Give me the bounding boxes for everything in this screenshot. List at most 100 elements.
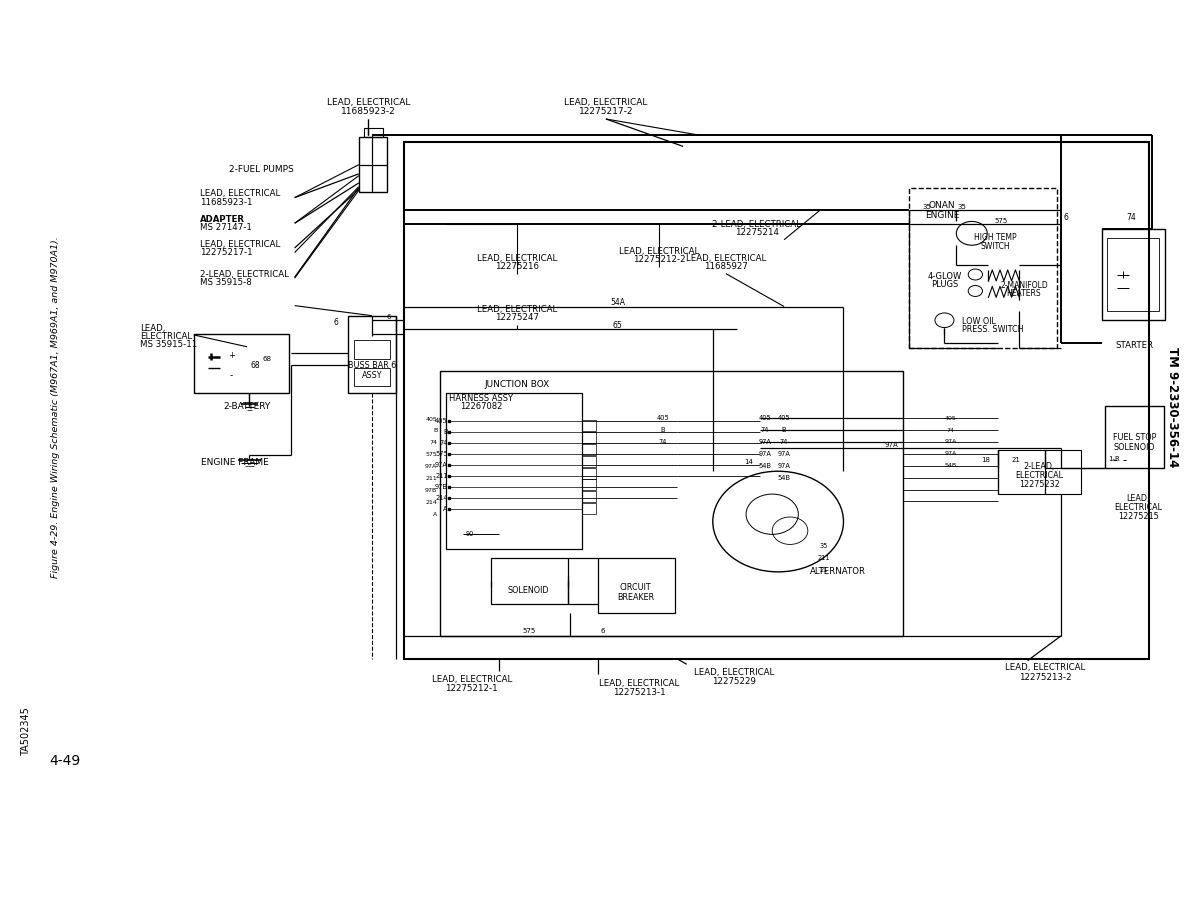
Text: ELECTRICAL: ELECTRICAL bbox=[140, 332, 192, 341]
Text: 11685923-2: 11685923-2 bbox=[341, 107, 396, 116]
Text: 575: 575 bbox=[425, 452, 437, 458]
Bar bbox=[582, 432, 596, 443]
Bar bbox=[354, 368, 390, 386]
Bar bbox=[194, 334, 289, 393]
Text: MS 35915-8: MS 35915-8 bbox=[200, 278, 252, 287]
Text: 12275247: 12275247 bbox=[494, 313, 539, 322]
Text: 405: 405 bbox=[759, 415, 771, 421]
Text: 68: 68 bbox=[263, 356, 272, 361]
Text: LEAD, ELECTRICAL: LEAD, ELECTRICAL bbox=[476, 305, 557, 314]
Text: LEAD, ELECTRICAL: LEAD, ELECTRICAL bbox=[200, 240, 280, 249]
Bar bbox=[348, 316, 396, 393]
Bar bbox=[998, 450, 1081, 494]
Text: BREAKER: BREAKER bbox=[617, 593, 655, 602]
Bar bbox=[446, 393, 582, 549]
Text: 12275216: 12275216 bbox=[494, 262, 539, 271]
Text: 405: 405 bbox=[778, 415, 790, 421]
Text: LEAD, ELECTRICAL: LEAD, ELECTRICAL bbox=[476, 253, 557, 263]
Text: 21: 21 bbox=[1011, 458, 1020, 463]
Text: LEAD,: LEAD, bbox=[140, 324, 165, 333]
Text: LEAD, ELECTRICAL: LEAD, ELECTRICAL bbox=[694, 668, 775, 677]
Text: LEAD,: LEAD, bbox=[1126, 494, 1150, 503]
Text: MS 27147-1: MS 27147-1 bbox=[200, 223, 252, 232]
Text: STARTER: STARTER bbox=[1116, 341, 1154, 350]
Text: 54B: 54B bbox=[778, 475, 790, 480]
Text: MS 35915-11: MS 35915-11 bbox=[140, 340, 197, 350]
Text: 97B: 97B bbox=[435, 484, 448, 490]
Text: 4-GLOW: 4-GLOW bbox=[928, 272, 961, 281]
Text: 211: 211 bbox=[425, 476, 437, 481]
Text: ADAPTER: ADAPTER bbox=[200, 215, 245, 224]
Text: CIRCUIT: CIRCUIT bbox=[620, 583, 651, 592]
Text: 97A: 97A bbox=[778, 463, 790, 468]
Bar bbox=[354, 340, 390, 359]
Text: 74: 74 bbox=[947, 427, 954, 433]
Text: 68: 68 bbox=[251, 361, 260, 371]
Text: HARNESS ASSY: HARNESS ASSY bbox=[449, 393, 513, 403]
Text: 211: 211 bbox=[435, 473, 448, 479]
Text: BUSS BAR 6: BUSS BAR 6 bbox=[348, 361, 396, 371]
Text: B: B bbox=[443, 429, 448, 435]
Text: B: B bbox=[661, 427, 665, 433]
Text: LOW OIL: LOW OIL bbox=[962, 317, 997, 326]
Text: TA502345: TA502345 bbox=[21, 707, 31, 757]
Text: LEAD, ELECTRICAL: LEAD, ELECTRICAL bbox=[619, 247, 700, 256]
Text: LEAD, ELECTRICAL: LEAD, ELECTRICAL bbox=[431, 675, 512, 684]
Text: ENGINE: ENGINE bbox=[925, 210, 959, 220]
Text: 90: 90 bbox=[466, 532, 474, 537]
Bar bbox=[1102, 229, 1165, 320]
Text: 54A: 54A bbox=[611, 298, 625, 307]
Text: 97A: 97A bbox=[884, 442, 898, 447]
Text: ELECTRICAL: ELECTRICAL bbox=[1016, 471, 1063, 480]
Bar bbox=[582, 503, 596, 514]
Bar bbox=[582, 491, 596, 502]
Text: 2-FUEL PUMPS: 2-FUEL PUMPS bbox=[228, 165, 293, 174]
Text: 54B: 54B bbox=[759, 463, 771, 468]
Text: LEAD, ELECTRICAL: LEAD, ELECTRICAL bbox=[685, 253, 766, 263]
Text: 12275215: 12275215 bbox=[1118, 512, 1158, 522]
Text: 12275214: 12275214 bbox=[734, 228, 779, 237]
Text: 18: 18 bbox=[981, 458, 991, 463]
Text: 4-49: 4-49 bbox=[50, 754, 81, 769]
Text: 405: 405 bbox=[425, 416, 437, 422]
Text: 6: 6 bbox=[1063, 213, 1068, 222]
Text: 97A: 97A bbox=[435, 462, 448, 468]
Text: Figure 4-29. Engine Wiring Schematic (M967A1, M969A1, and M970A1).: Figure 4-29. Engine Wiring Schematic (M9… bbox=[51, 236, 61, 578]
Text: 405: 405 bbox=[944, 415, 956, 421]
Text: 214: 214 bbox=[425, 500, 437, 505]
Text: 35: 35 bbox=[922, 204, 931, 210]
Text: PRESS. SWITCH: PRESS. SWITCH bbox=[962, 325, 1024, 334]
Text: 2-BATTERY: 2-BATTERY bbox=[223, 402, 271, 411]
Bar bbox=[909, 188, 1057, 348]
Text: 35: 35 bbox=[958, 204, 967, 210]
Bar bbox=[582, 456, 596, 467]
Text: 97A: 97A bbox=[944, 439, 956, 445]
Bar bbox=[582, 444, 596, 455]
Text: 74: 74 bbox=[1126, 213, 1136, 222]
Text: LEAD, ELECTRICAL: LEAD, ELECTRICAL bbox=[327, 98, 410, 107]
Text: 74: 74 bbox=[429, 440, 437, 446]
Text: HIGH TEMP: HIGH TEMP bbox=[974, 233, 1017, 242]
Text: ALTERNATOR: ALTERNATOR bbox=[809, 567, 866, 576]
Text: SOLENOID: SOLENOID bbox=[1114, 443, 1155, 452]
Text: SWITCH: SWITCH bbox=[981, 242, 1010, 251]
Text: 2-LEAD, ELECTRICAL: 2-LEAD, ELECTRICAL bbox=[713, 220, 801, 229]
Text: 575: 575 bbox=[522, 629, 536, 634]
Text: 74: 74 bbox=[440, 440, 448, 446]
Bar bbox=[582, 420, 596, 431]
Text: -: - bbox=[230, 371, 233, 380]
Text: LEAD, ELECTRICAL: LEAD, ELECTRICAL bbox=[1005, 663, 1086, 673]
Text: 12275212-2: 12275212-2 bbox=[633, 255, 685, 264]
Bar bbox=[582, 479, 596, 490]
Text: 11685923-1: 11685923-1 bbox=[200, 198, 252, 207]
Text: 12275212-1: 12275212-1 bbox=[446, 684, 498, 694]
Text: 97A: 97A bbox=[944, 451, 956, 457]
Text: 65: 65 bbox=[613, 321, 623, 330]
Text: FUEL STOP: FUEL STOP bbox=[1113, 433, 1156, 442]
Text: 97B: 97B bbox=[425, 488, 437, 493]
Text: 97A: 97A bbox=[759, 439, 771, 445]
Text: 97A: 97A bbox=[759, 451, 771, 457]
Bar bbox=[364, 128, 383, 137]
Text: 54B: 54B bbox=[944, 463, 956, 468]
Text: ELECTRICAL: ELECTRICAL bbox=[1114, 503, 1162, 512]
